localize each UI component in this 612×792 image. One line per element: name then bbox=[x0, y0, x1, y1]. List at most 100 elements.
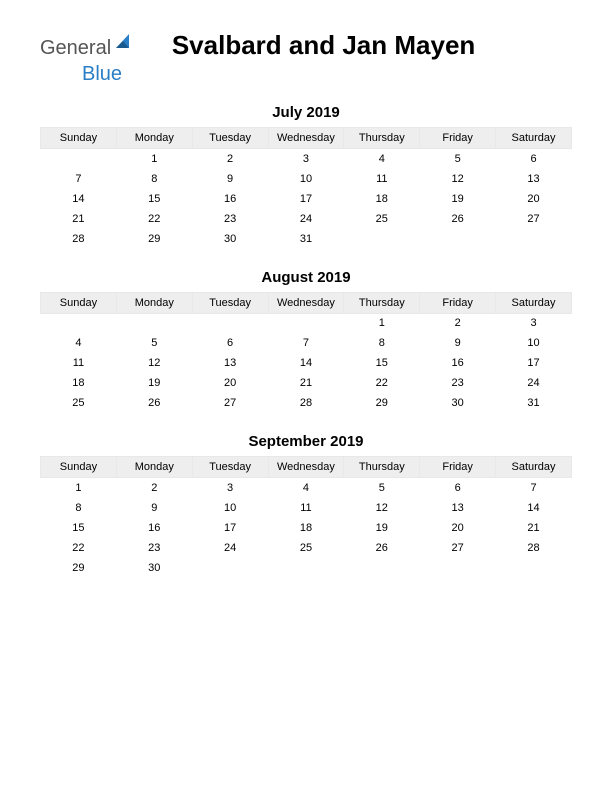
calendar-day-cell: 8 bbox=[116, 169, 192, 189]
calendar-day-cell bbox=[41, 149, 117, 169]
calendar-day-cell: 13 bbox=[496, 169, 572, 189]
calendar-day-cell: 2 bbox=[420, 313, 496, 333]
calendar-day-cell: 3 bbox=[268, 149, 344, 169]
calendar-table: SundayMondayTuesdayWednesdayThursdayFrid… bbox=[40, 292, 572, 414]
calendar-day-cell: 5 bbox=[420, 149, 496, 169]
calendar-day-cell: 9 bbox=[192, 169, 268, 189]
calendar-week-row: 21222324252627 bbox=[41, 209, 572, 229]
calendar-day-cell: 1 bbox=[116, 149, 192, 169]
calendar-day-cell: 9 bbox=[420, 333, 496, 353]
calendar-day-cell: 28 bbox=[268, 393, 344, 413]
calendar-day-cell: 1 bbox=[41, 478, 117, 498]
calendar-day-cell: 2 bbox=[116, 478, 192, 498]
day-header: Friday bbox=[420, 128, 496, 149]
calendar-week-row: 18192021222324 bbox=[41, 373, 572, 393]
day-header: Wednesday bbox=[268, 128, 344, 149]
calendar-day-cell bbox=[192, 558, 268, 578]
calendar-day-cell: 11 bbox=[268, 498, 344, 518]
calendar-day-cell: 25 bbox=[268, 538, 344, 558]
calendar-day-cell: 27 bbox=[496, 209, 572, 229]
calendar-day-cell: 4 bbox=[268, 478, 344, 498]
page-title: Svalbard and Jan Mayen bbox=[75, 30, 572, 61]
day-header: Tuesday bbox=[192, 292, 268, 313]
calendar-week-row: 891011121314 bbox=[41, 498, 572, 518]
calendar-day-cell bbox=[268, 313, 344, 333]
calendar-month: July 2019SundayMondayTuesdayWednesdayThu… bbox=[40, 104, 572, 249]
calendar-day-cell: 12 bbox=[116, 353, 192, 373]
day-header: Sunday bbox=[41, 292, 117, 313]
calendar-week-row: 28293031 bbox=[41, 229, 572, 249]
calendar-day-cell: 26 bbox=[344, 538, 420, 558]
month-title: September 2019 bbox=[40, 433, 572, 450]
day-header: Saturday bbox=[496, 292, 572, 313]
calendar-day-cell bbox=[41, 313, 117, 333]
calendar-day-cell: 24 bbox=[496, 373, 572, 393]
calendar-day-cell: 18 bbox=[41, 373, 117, 393]
calendar-month: September 2019SundayMondayTuesdayWednesd… bbox=[40, 433, 572, 578]
calendar-day-cell: 17 bbox=[192, 518, 268, 538]
month-title: August 2019 bbox=[40, 269, 572, 286]
calendar-day-cell: 4 bbox=[344, 149, 420, 169]
calendar-day-cell: 29 bbox=[116, 229, 192, 249]
calendar-week-row: 123 bbox=[41, 313, 572, 333]
day-header: Sunday bbox=[41, 457, 117, 478]
calendar-day-cell: 3 bbox=[496, 313, 572, 333]
calendar-day-cell: 28 bbox=[41, 229, 117, 249]
calendar-day-cell: 5 bbox=[116, 333, 192, 353]
day-header: Tuesday bbox=[192, 128, 268, 149]
calendar-day-cell: 30 bbox=[116, 558, 192, 578]
calendar-day-cell bbox=[496, 558, 572, 578]
calendar-day-cell: 23 bbox=[192, 209, 268, 229]
calendar-day-cell bbox=[420, 229, 496, 249]
calendar-day-cell: 6 bbox=[420, 478, 496, 498]
calendar-day-cell: 2 bbox=[192, 149, 268, 169]
day-header: Saturday bbox=[496, 128, 572, 149]
calendar-day-cell: 10 bbox=[192, 498, 268, 518]
calendar-day-cell: 16 bbox=[116, 518, 192, 538]
day-header: Wednesday bbox=[268, 292, 344, 313]
calendar-day-cell: 13 bbox=[420, 498, 496, 518]
calendar-day-cell: 6 bbox=[192, 333, 268, 353]
day-header: Sunday bbox=[41, 128, 117, 149]
calendar-day-cell: 30 bbox=[420, 393, 496, 413]
calendar-day-cell: 22 bbox=[116, 209, 192, 229]
calendar-day-cell: 31 bbox=[268, 229, 344, 249]
day-header: Monday bbox=[116, 128, 192, 149]
calendar-day-cell bbox=[192, 313, 268, 333]
calendar-day-cell: 22 bbox=[344, 373, 420, 393]
calendar-day-cell: 6 bbox=[496, 149, 572, 169]
calendar-week-row: 11121314151617 bbox=[41, 353, 572, 373]
calendar-day-cell: 12 bbox=[344, 498, 420, 518]
calendar-day-cell: 29 bbox=[344, 393, 420, 413]
calendar-day-cell: 24 bbox=[192, 538, 268, 558]
calendar-day-cell: 15 bbox=[41, 518, 117, 538]
calendar-day-cell: 17 bbox=[496, 353, 572, 373]
calendar-day-cell: 10 bbox=[268, 169, 344, 189]
calendar-day-cell: 26 bbox=[420, 209, 496, 229]
calendar-week-row: 15161718192021 bbox=[41, 518, 572, 538]
calendar-day-cell: 15 bbox=[344, 353, 420, 373]
calendar-table: SundayMondayTuesdayWednesdayThursdayFrid… bbox=[40, 127, 572, 249]
day-header: Friday bbox=[420, 292, 496, 313]
calendar-day-cell: 23 bbox=[420, 373, 496, 393]
calendar-month: August 2019 SundayMondayTuesdayWednesdayT… bbox=[40, 269, 572, 414]
calendar-day-cell: 12 bbox=[420, 169, 496, 189]
calendar-day-cell bbox=[420, 558, 496, 578]
calendar-day-cell: 14 bbox=[496, 498, 572, 518]
calendar-day-cell: 11 bbox=[344, 169, 420, 189]
calendar-day-cell: 20 bbox=[420, 518, 496, 538]
calendar-day-cell: 9 bbox=[116, 498, 192, 518]
calendar-day-cell: 28 bbox=[496, 538, 572, 558]
calendar-day-cell: 21 bbox=[268, 373, 344, 393]
calendar-day-cell: 1 bbox=[344, 313, 420, 333]
calendar-day-cell: 7 bbox=[268, 333, 344, 353]
calendar-day-cell bbox=[496, 229, 572, 249]
day-header: Wednesday bbox=[268, 457, 344, 478]
calendar-day-cell: 5 bbox=[344, 478, 420, 498]
day-header: Thursday bbox=[344, 457, 420, 478]
calendar-day-cell: 14 bbox=[41, 189, 117, 209]
calendar-day-cell: 21 bbox=[496, 518, 572, 538]
calendar-day-cell: 19 bbox=[344, 518, 420, 538]
calendar-day-cell: 20 bbox=[192, 373, 268, 393]
calendar-day-cell: 10 bbox=[496, 333, 572, 353]
